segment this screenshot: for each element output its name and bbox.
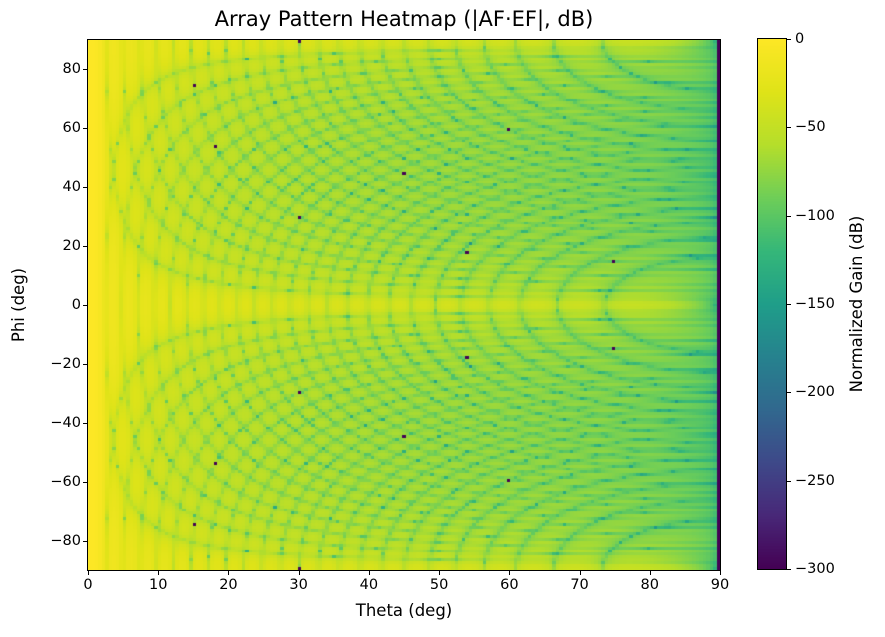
colorbar-canvas: [758, 39, 786, 569]
colorbar-label: Normalized Gain (dB): [847, 215, 866, 393]
y-tick-label: −40: [50, 414, 81, 431]
tick-mark: [509, 571, 510, 575]
y-tick-label: −20: [50, 355, 81, 372]
colorbar-tick-label: 0: [795, 31, 805, 47]
y-tick-label: −80: [50, 532, 81, 549]
tick-mark: [439, 571, 440, 575]
x-tick-label: 30: [289, 577, 308, 593]
colorbar-tick-label: −150: [795, 296, 835, 312]
heatmap-canvas: [88, 40, 720, 570]
x-tick-label: 60: [500, 577, 519, 593]
tick-mark: [83, 364, 87, 365]
tick-mark: [580, 571, 581, 575]
x-tick-label: 50: [429, 577, 449, 593]
colorbar-tick-label: −100: [795, 207, 835, 224]
tick-mark: [83, 482, 87, 483]
tick-mark: [83, 128, 87, 129]
tick-mark: [787, 127, 791, 128]
colorbar-tick-label: −50: [795, 119, 826, 136]
tick-mark: [83, 423, 87, 424]
y-axis-label: Phi (deg): [9, 267, 28, 343]
x-tick-label: 70: [570, 577, 589, 593]
tick-mark: [787, 569, 791, 570]
tick-mark: [228, 571, 229, 575]
tick-mark: [787, 39, 791, 40]
x-tick-label: 0: [83, 577, 93, 593]
tick-mark: [299, 571, 300, 575]
y-tick-label: 80: [62, 61, 81, 78]
x-tick-label: 90: [710, 577, 730, 593]
y-tick-label: 40: [62, 179, 81, 196]
y-tick-label: 60: [62, 120, 81, 137]
y-tick-label: 0: [71, 297, 81, 313]
tick-mark: [83, 305, 87, 306]
tick-mark: [787, 392, 791, 393]
tick-mark: [83, 246, 87, 247]
y-tick-label: −60: [50, 473, 81, 490]
x-tick-label: 80: [640, 577, 659, 593]
y-tick-label: 20: [62, 238, 81, 255]
tick-mark: [650, 571, 651, 575]
tick-mark: [83, 541, 87, 542]
x-tick-label: 40: [359, 577, 379, 593]
tick-mark: [88, 571, 89, 575]
x-axis-label: Theta (deg): [355, 601, 453, 620]
colorbar-tick-label: −300: [795, 561, 835, 577]
colorbar-tick-label: −250: [795, 472, 835, 489]
tick-mark: [83, 69, 87, 70]
tick-mark: [158, 571, 159, 575]
chart-title: Array Pattern Heatmap (|AF·EF|, dB): [214, 7, 594, 31]
tick-mark: [83, 187, 87, 188]
tick-mark: [787, 481, 791, 482]
tick-mark: [787, 216, 791, 217]
x-tick-label: 20: [219, 577, 238, 593]
colorbar-tick-label: −200: [795, 384, 835, 401]
tick-mark: [720, 571, 721, 575]
x-tick-label: 10: [148, 577, 168, 593]
tick-mark: [787, 304, 791, 305]
tick-mark: [369, 571, 370, 575]
